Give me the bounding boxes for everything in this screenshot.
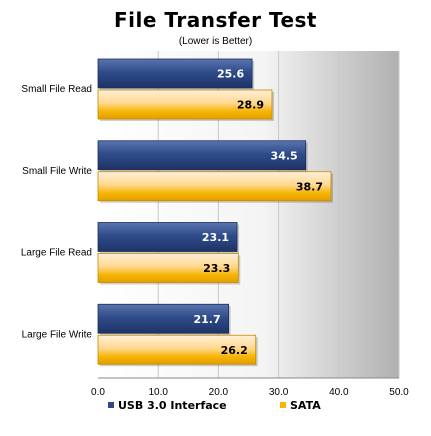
bar — [97, 222, 238, 252]
legend-label-usb: USB 3.0 Interface — [118, 399, 227, 412]
x-tick-label: 10.0 — [148, 387, 168, 398]
x-tick-labels: 0.0 10.0 20.0 30.0 40.0 50.0 — [91, 387, 409, 398]
data-label: 28.9 — [237, 99, 264, 112]
data-label: 26.2 — [221, 344, 248, 357]
data-label: 38.7 — [296, 180, 323, 193]
value-labels: 25.6 28.9 34.5 38.7 23.1 23.3 21.7 26.2 — [193, 68, 322, 357]
x-tick-label: 50.0 — [389, 387, 409, 398]
legend-swatch-sata — [280, 402, 286, 408]
bar — [97, 334, 257, 365]
category-labels: Small File Read Small File Write Large Fil… — [21, 84, 93, 340]
category-label: Small File Write — [22, 166, 92, 177]
x-tick-label: 0.0 — [91, 387, 105, 398]
category-label: Small File Read — [21, 84, 92, 95]
data-label: 23.3 — [203, 262, 230, 275]
x-tick-label: 30.0 — [269, 387, 289, 398]
bar — [97, 140, 307, 171]
legend-label-sata: SATA — [290, 399, 321, 412]
bar — [97, 303, 230, 334]
x-tick-label: 20.0 — [209, 387, 229, 398]
bar — [97, 253, 239, 283]
bar — [97, 171, 332, 202]
bars — [97, 58, 333, 367]
data-label: 34.5 — [271, 149, 298, 162]
legend-swatch-usb — [108, 402, 114, 408]
bar — [97, 89, 273, 120]
data-label: 25.6 — [217, 68, 244, 81]
category-label: Large File Write — [22, 329, 93, 340]
x-tick-label: 40.0 — [329, 387, 349, 398]
chart-title: File Transfer Test — [114, 8, 317, 32]
chart-subtitle: (Lower is Better) — [178, 36, 253, 47]
category-label: Large File Read — [21, 248, 92, 259]
bar — [97, 58, 253, 89]
data-label: 23.1 — [202, 231, 229, 244]
data-label: 21.7 — [193, 313, 220, 326]
legend: USB 3.0 Interface SATA — [108, 399, 321, 412]
